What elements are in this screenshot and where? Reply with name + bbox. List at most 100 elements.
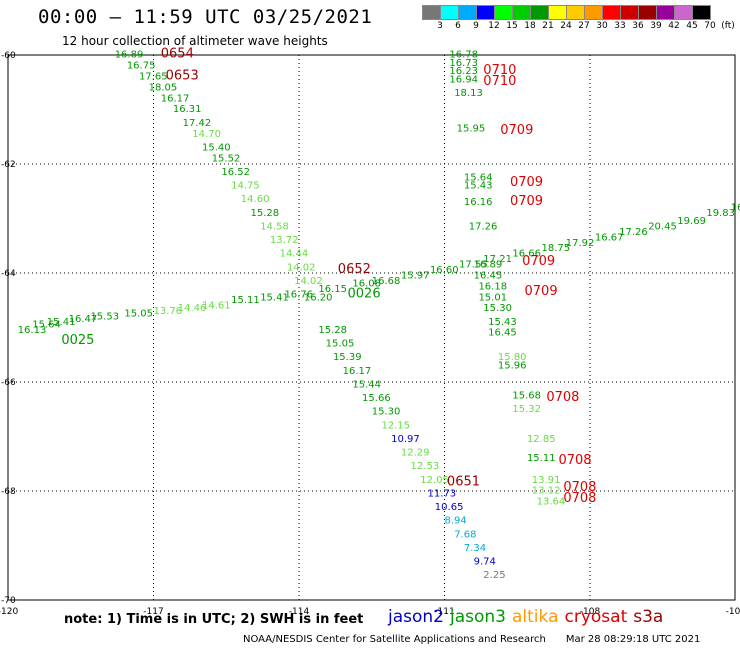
- wave-height-value: 16.68: [372, 276, 401, 287]
- wave-height-value: 15.95: [457, 123, 486, 134]
- wave-height-value: 15.05: [124, 309, 153, 320]
- wave-height-value: 16.15: [318, 284, 347, 295]
- wave-height-value: 15.53: [90, 311, 119, 322]
- legend-value-label: 24: [560, 21, 572, 31]
- wave-height-value: 16.67: [595, 232, 624, 243]
- wave-height-value: 12.29: [401, 448, 430, 459]
- satellite-label-jason2: jason2: [388, 607, 444, 627]
- wave-height-value: 15.28: [251, 208, 280, 219]
- longitude-tick-label: -114: [289, 607, 310, 617]
- longitude-tick-label: -10: [726, 607, 740, 617]
- legend-unit-label: (ft): [721, 21, 735, 31]
- wave-height-value: 17.21: [483, 254, 512, 265]
- wave-height-value: 16.17: [161, 93, 190, 104]
- pass-time-label: 0710: [483, 74, 516, 89]
- wave-height-value: 17.92: [566, 238, 595, 249]
- credit-text: NOAA/NESDIS Center for Satellite Applica…: [243, 634, 546, 645]
- wave-height-value: 16.17: [343, 366, 372, 377]
- wave-height-value: 16.45: [488, 328, 517, 339]
- wave-height-value: 16.47: [69, 314, 98, 325]
- wave-height-value: 14.44: [280, 249, 309, 260]
- longitude-tick-label: -108: [580, 607, 601, 617]
- pass-time-label: 0708: [558, 453, 591, 468]
- wave-height-value: 15.66: [362, 393, 391, 404]
- legend-value-label: 15: [506, 21, 518, 31]
- legend-value-label: 33: [614, 21, 626, 31]
- wave-height-value: 16.73: [449, 58, 478, 69]
- pass-time-label: 0709: [522, 254, 555, 269]
- latitude-tick-label: -62: [1, 160, 16, 170]
- wave-height-value: 16.75: [127, 61, 156, 72]
- wave-height-value: 7.34: [464, 543, 486, 554]
- wave-height-value: 13.64: [537, 497, 566, 508]
- longitude-tick-label: -117: [143, 607, 163, 617]
- pass-time-label: 0653: [166, 69, 199, 84]
- wave-height-value: 15.30: [483, 303, 512, 314]
- wave-height-value: 16.20: [304, 292, 333, 303]
- wave-height-value: 16.13: [18, 325, 47, 336]
- wave-height-value: 12.85: [527, 434, 556, 445]
- wave-height-value: 15.97: [401, 270, 430, 281]
- wave-height-value: 17.26: [619, 227, 648, 238]
- pass-time-label: 0709: [510, 175, 543, 190]
- wave-height-value: 14.61: [202, 300, 231, 311]
- latitude-tick-label: -66: [1, 378, 16, 388]
- legend-value-label: 18: [524, 21, 536, 31]
- wave-height-value: 15.44: [352, 379, 381, 390]
- wave-height-value: 8.94: [445, 516, 467, 527]
- wave-height-value: 15.40: [202, 142, 231, 153]
- pass-time-label: 0709: [525, 284, 558, 299]
- wave-height-value: 15.11: [527, 453, 556, 464]
- wave-height-value: 15.43: [464, 181, 493, 192]
- wave-height-value: 19.69: [677, 216, 706, 227]
- color-scale-legend: [422, 5, 711, 20]
- legend-value-label: 30: [596, 21, 608, 31]
- wave-height-value: 16.32: [731, 202, 740, 213]
- satellite-label-jason3: jason3: [450, 607, 506, 627]
- wave-height-value: 14.60: [241, 194, 270, 205]
- page-title: 00:00 – 11:59 UTC 03/25/2021: [38, 6, 373, 28]
- wave-height-value: 16.08: [352, 279, 381, 290]
- wave-height-value: 16.89: [115, 50, 144, 61]
- latitude-tick-label: -70: [1, 596, 16, 606]
- wave-height-value: 14.02: [287, 262, 316, 273]
- satellite-label-cryosat: cryosat: [564, 607, 628, 627]
- wave-height-value: 12.05: [420, 475, 449, 486]
- wave-height-value: 14.75: [231, 181, 260, 192]
- legend-value-label: 70: [704, 21, 716, 31]
- pass-time-label: 0709: [510, 194, 543, 209]
- wave-height-value: 15.11: [231, 295, 260, 306]
- pass-time-label: 0654: [161, 47, 194, 62]
- pass-time-label: 0026: [348, 287, 381, 302]
- latitude-tick-label: -68: [1, 487, 16, 497]
- wave-height-value: 16.18: [478, 281, 507, 292]
- wave-height-value: 13.76: [154, 306, 183, 317]
- wave-height-value: 16.23: [449, 66, 478, 77]
- wave-height-value: 15.32: [512, 404, 541, 415]
- legend-value-label: 6: [455, 21, 461, 31]
- wave-height-value: 16.66: [512, 249, 541, 260]
- wave-height-value: 16.78: [449, 50, 478, 61]
- wave-height-value: 13.12: [532, 486, 561, 497]
- wave-height-value: 17.65: [139, 72, 168, 83]
- wave-height-value: 17.55: [459, 260, 488, 271]
- legend-value-label: 36: [632, 21, 644, 31]
- wave-height-value: 11.73: [428, 488, 457, 499]
- wave-height-value: 18.05: [149, 82, 178, 93]
- satellite-label-altika: altika: [512, 607, 559, 627]
- wave-height-value: 16.16: [464, 197, 493, 208]
- longitude-tick-label: -120: [0, 607, 18, 617]
- wave-height-value: 19.83: [706, 208, 735, 219]
- wave-height-value: 16.52: [221, 167, 250, 178]
- wave-height-value: 15.41: [260, 292, 289, 303]
- wave-height-value: 16.76: [284, 290, 313, 301]
- wave-height-value: 18.75: [542, 243, 571, 254]
- wave-height-value: 10.65: [435, 502, 464, 513]
- wave-height-value: 15.39: [333, 352, 362, 363]
- latitude-tick-label: -60: [1, 51, 16, 61]
- wave-height-value: 15.30: [372, 407, 401, 418]
- wave-height-value: 15.64: [464, 172, 493, 183]
- generated-timestamp: Mar 28 08:29:18 UTC 2021: [565, 634, 701, 645]
- page-subtitle: 12 hour collection of altimeter wave hei…: [62, 34, 328, 48]
